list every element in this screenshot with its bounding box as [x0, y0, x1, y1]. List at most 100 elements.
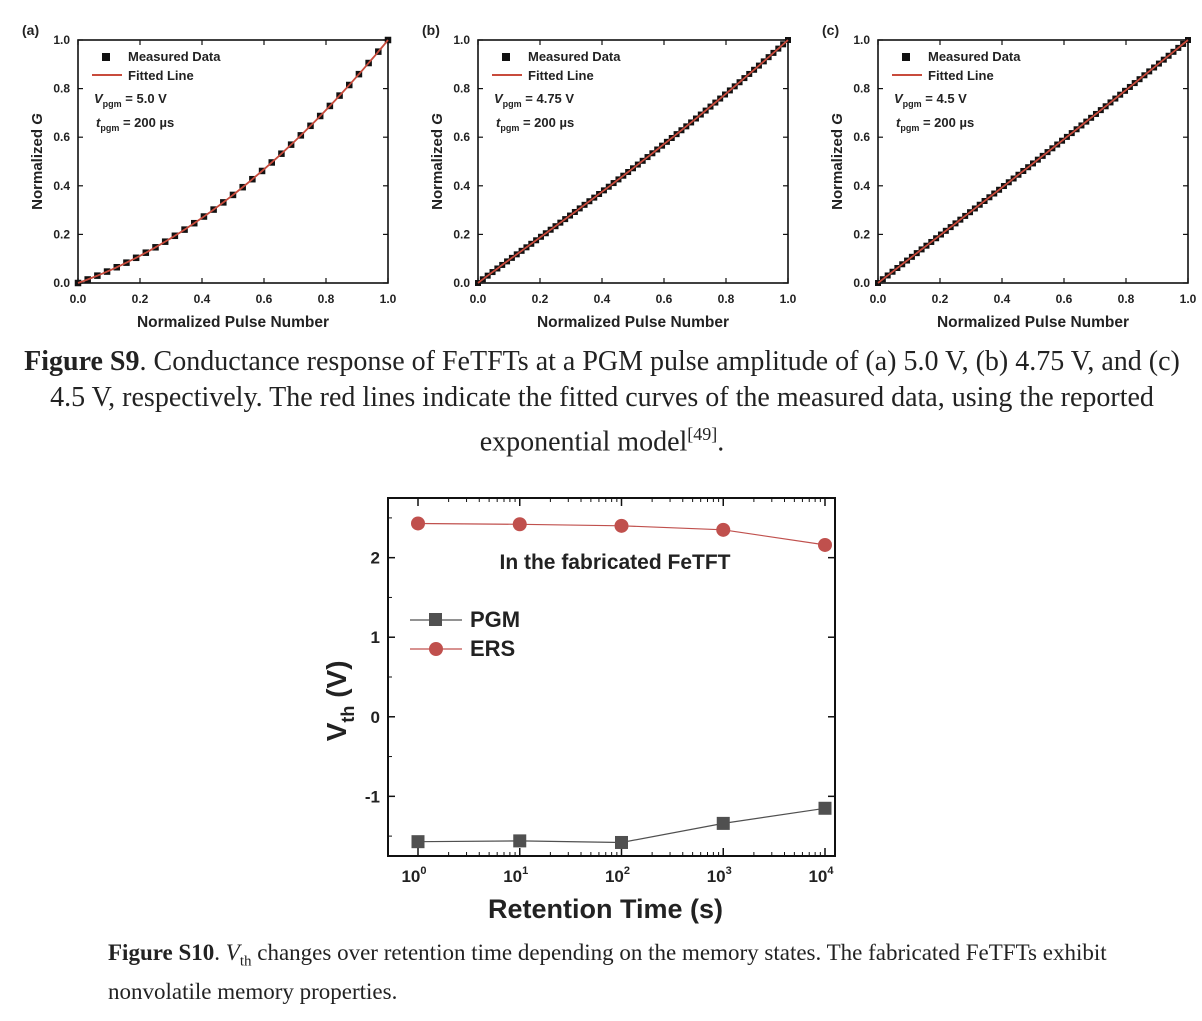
vth-subscript: th [239, 953, 252, 970]
x-axis-label: Normalized Pulse Number [537, 314, 729, 331]
x-tick-label: 0.2 [132, 292, 149, 306]
legend-label-ers: ERS [470, 636, 515, 661]
figure-s10-label: Figure S10 [108, 940, 215, 965]
chart-annotation: In the fabricated FeTFT [499, 551, 730, 574]
legend-marker-pgm [429, 613, 442, 626]
x-tick-label: 0.4 [194, 292, 211, 306]
x-tick-label: 102 [605, 865, 630, 886]
y-tick-label: 0.6 [853, 130, 870, 144]
y-axis-label: Normalized G [29, 113, 46, 210]
y-axis-label-subscript: th [338, 706, 358, 723]
x-tick-label: 1.0 [380, 292, 397, 306]
y-tick-label: 0.0 [853, 276, 870, 290]
pgm-point [818, 801, 832, 815]
legend-label-fitted: Fitted Line [928, 68, 994, 83]
y-axis-label-text: Normalized [429, 125, 446, 210]
figure-s9-reference: [49] [687, 424, 718, 444]
x-tick-label: 0.4 [594, 292, 611, 306]
pgm-point [411, 835, 425, 849]
vpgm-annotation: Vpgm = 4.5 V [894, 91, 967, 109]
ers-point [512, 517, 527, 532]
y-axis-label-symbol: G [429, 113, 446, 125]
y-axis-label: Normalized G [829, 113, 846, 210]
x-tick-label: 103 [707, 865, 732, 886]
tpgm-subscript: pgm [500, 123, 519, 133]
y-tick-label: 1.0 [453, 33, 470, 47]
y-tick-label: 0.4 [53, 179, 70, 193]
pgm-point [716, 816, 730, 830]
panel-a-chart: (a) 0.0 0.2 0.4 0.6 0.8 1.0 0.0 0.2 0.4 0.6 0.8 1.0 N… [22, 22, 397, 331]
vpgm-subscript: pgm [503, 99, 522, 109]
ers-point [411, 516, 425, 531]
x-tick-label: 104 [808, 865, 834, 886]
y-tick-label: -1 [365, 787, 380, 806]
x-tick-label: 0.6 [256, 292, 273, 306]
y-tick-label: 0 [371, 708, 380, 727]
tpgm-symbol: t [896, 115, 901, 130]
vpgm-value: = 5.0 V [122, 91, 167, 106]
fitted-line [77, 39, 389, 284]
figure-s9-caption-text: . Conductance response of FeTFTs at a PG… [50, 346, 1180, 458]
ers-point [614, 518, 629, 533]
legend-label-measured: Measured Data [928, 49, 1021, 64]
legend-marker-measured [902, 53, 910, 61]
panel-b-chart: (b) 0.0 0.2 0.4 0.6 0.8 1.0 0.0 0.2 0.4 0.6 0.8 1.0 N… [422, 22, 797, 331]
figure-s9-caption: Figure S9. Conductance response of FeTFT… [14, 344, 1190, 460]
x-tick-label: 0.8 [318, 292, 335, 306]
plot-frame [877, 39, 1189, 284]
ers-point [716, 522, 731, 537]
x-tick-label: 101 [503, 865, 528, 886]
y-tick-label: 0.2 [453, 227, 470, 241]
y-tick-label: 0.0 [453, 276, 470, 290]
vpgm-annotation: Vpgm = 4.75 V [494, 91, 574, 109]
x-tick-exponent: 4 [827, 865, 834, 877]
y-axis-label-symbol: G [829, 113, 846, 125]
pgm-point [513, 834, 527, 848]
figure-s9-caption-end: . [717, 426, 725, 458]
tpgm-value: = 200 µs [119, 115, 174, 130]
tpgm-annotation: tpgm = 200 µs [496, 115, 574, 133]
x-tick-label: 1.0 [1180, 292, 1197, 306]
x-tick-label: 0.8 [1118, 292, 1135, 306]
vpgm-subscript: pgm [103, 99, 122, 109]
vth-symbol: V [225, 940, 240, 965]
x-tick-exponent: 3 [726, 865, 732, 877]
vpgm-symbol: V [94, 91, 104, 106]
fitted-line [877, 39, 1189, 284]
x-tick-label: 0.6 [656, 292, 673, 306]
y-tick-label: 1.0 [53, 33, 70, 47]
x-tick-label: 0.0 [70, 292, 87, 306]
y-tick-label: 1.0 [853, 33, 870, 47]
x-tick-label: 0.8 [718, 292, 735, 306]
panel-label: (b) [422, 22, 440, 38]
x-tick-label: 0.2 [932, 292, 949, 306]
y-tick-label: 0.8 [853, 82, 870, 96]
y-tick-label: 0.0 [53, 276, 70, 290]
y-axis-label-text: Normalized [29, 125, 46, 210]
plot-frame [477, 39, 789, 284]
tpgm-value: = 200 µs [519, 115, 574, 130]
y-axis-label: Normalized G [429, 113, 446, 210]
y-tick-label: 0.8 [53, 82, 70, 96]
x-tick-exponent: 2 [624, 865, 630, 877]
legend-marker-measured [502, 53, 510, 61]
legend-label-pgm: PGM [470, 607, 520, 632]
x-tick-label: 0.6 [1056, 292, 1073, 306]
x-tick-base: 10 [808, 867, 827, 886]
x-axis-label: Retention Time (s) [488, 894, 723, 924]
panel-c-chart: (c) 0.0 0.2 0.4 0.6 0.8 1.0 0.0 0.2 0.4 0.6 0.8 1.0 N… [822, 22, 1197, 331]
figure-s10-caption-text-1: . [214, 940, 226, 965]
x-tick-label: 1.0 [780, 292, 797, 306]
y-axis-label-symbol: G [29, 113, 46, 125]
x-axis-label: Normalized Pulse Number [937, 314, 1129, 331]
ers-point [818, 537, 832, 552]
legend-label-fitted: Fitted Line [128, 68, 194, 83]
x-tick-exponent: 0 [420, 865, 426, 877]
legend-marker-measured [102, 53, 110, 61]
y-tick-label: 0.2 [853, 227, 870, 241]
vpgm-symbol: V [894, 91, 904, 106]
tpgm-annotation: tpgm = 200 µs [896, 115, 974, 133]
y-tick-label: 0.6 [453, 130, 470, 144]
y-tick-label: 0.6 [53, 130, 70, 144]
tpgm-annotation: tpgm = 200 µs [96, 115, 174, 133]
